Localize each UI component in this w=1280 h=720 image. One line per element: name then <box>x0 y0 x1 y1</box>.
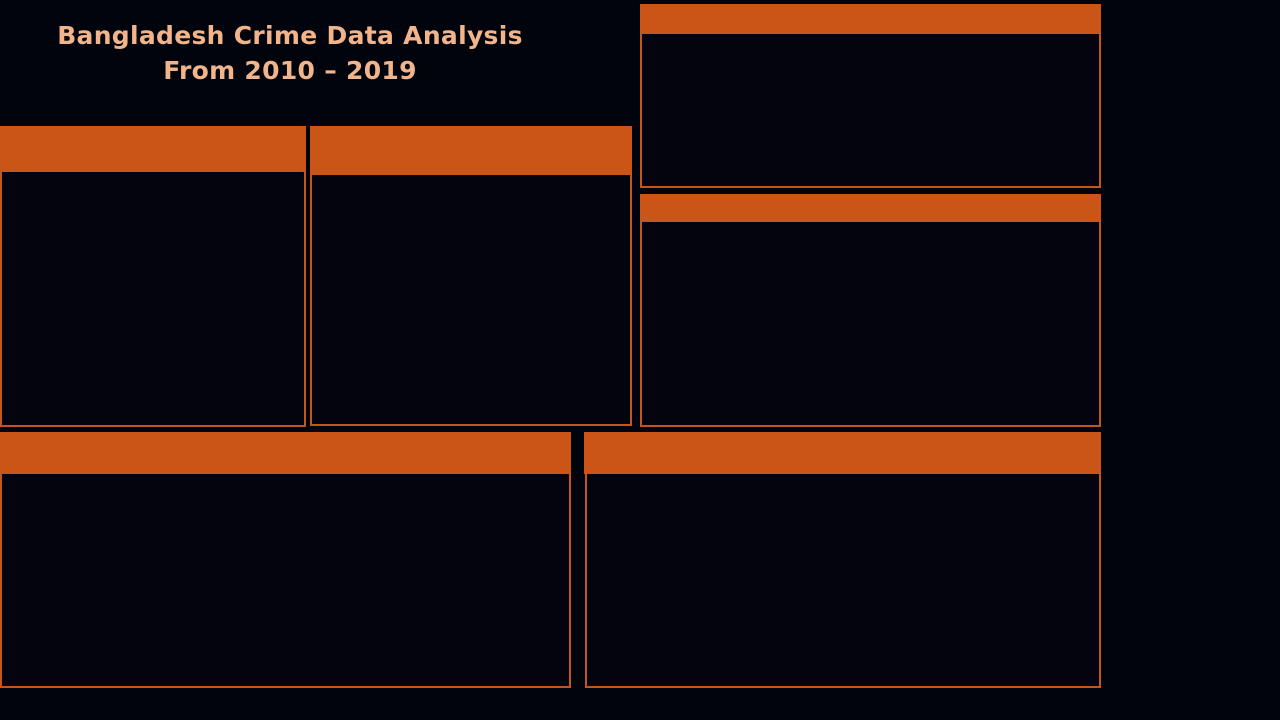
panel-body <box>0 474 571 688</box>
panel-header <box>0 126 306 172</box>
dashboard-title-line2: From 2010 – 2019 <box>163 56 417 85</box>
panel-header <box>640 4 1101 34</box>
panel-body <box>585 474 1101 688</box>
panel-header <box>0 432 571 474</box>
panel-body <box>0 172 306 427</box>
panel-body <box>640 222 1101 427</box>
panel-body <box>640 34 1101 188</box>
panel-body <box>310 175 632 426</box>
panel-header <box>584 432 1101 474</box>
dashboard-title-line1: Bangladesh Crime Data Analysis <box>57 21 523 50</box>
dashboard-title: Bangladesh Crime Data Analysis From 2010… <box>20 18 560 88</box>
panel-header <box>640 194 1101 222</box>
panel-header <box>310 126 632 175</box>
